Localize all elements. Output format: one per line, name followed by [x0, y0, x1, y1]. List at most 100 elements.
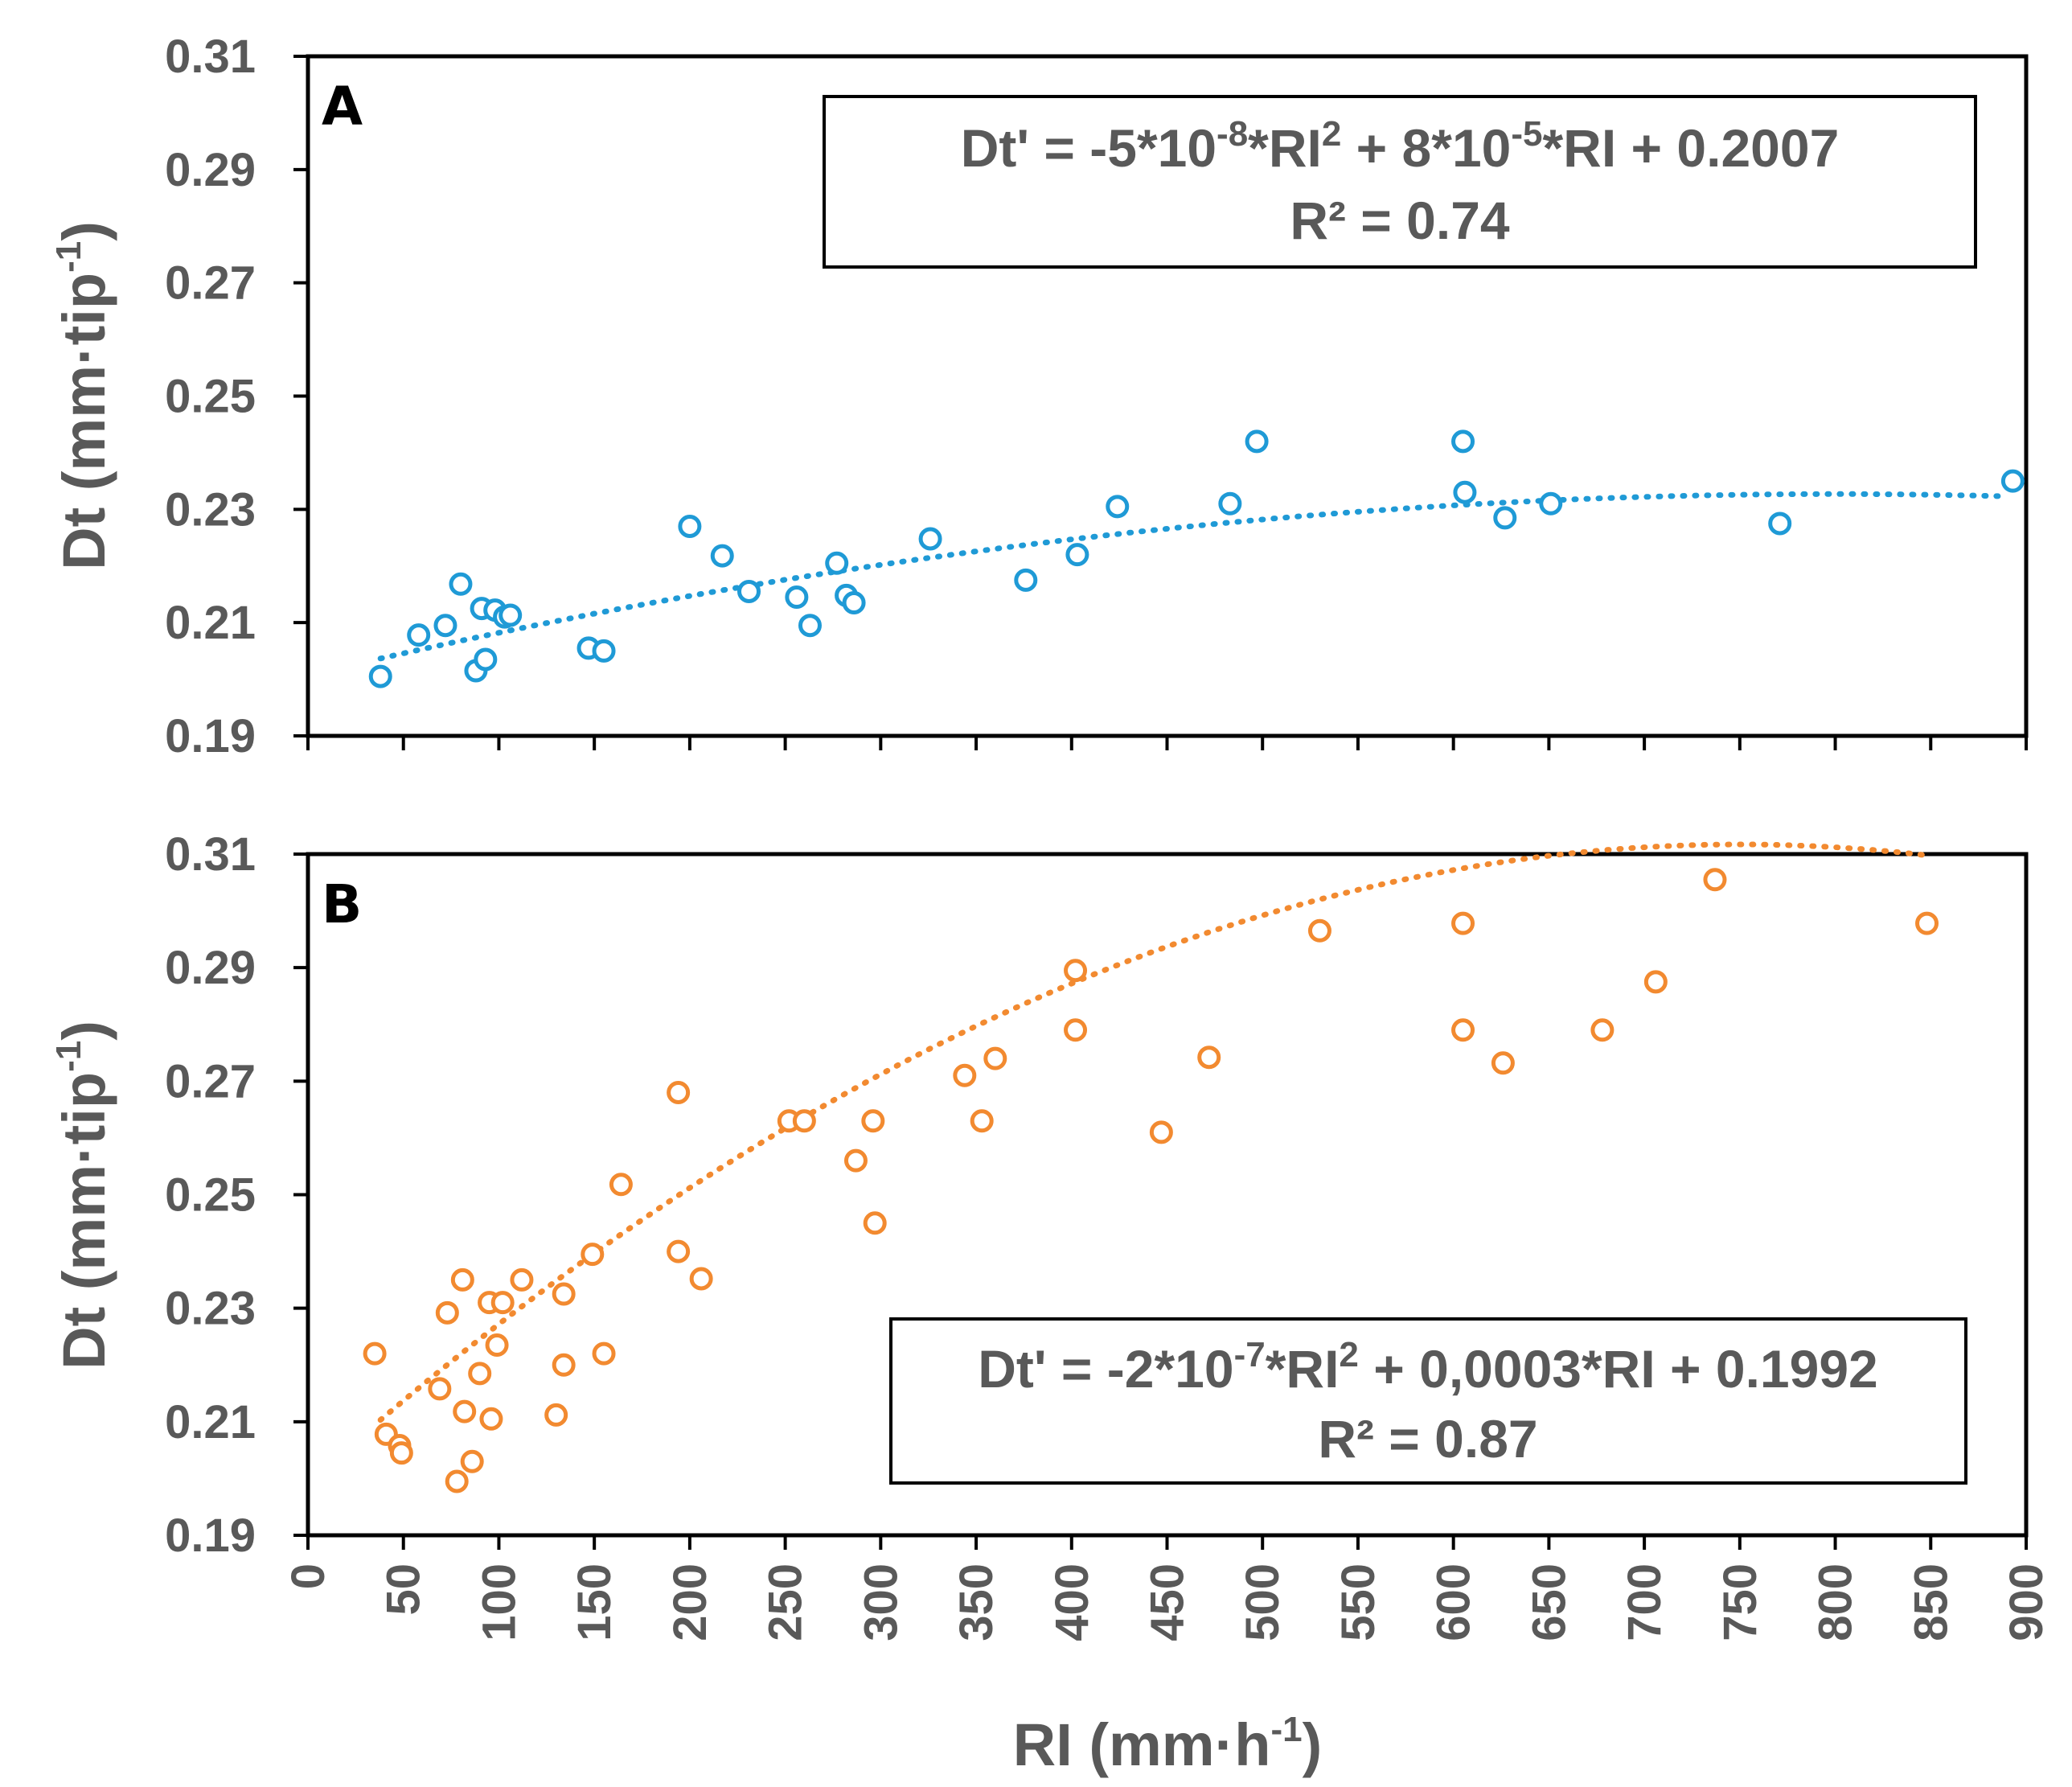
- panel-a-data-point: [2000, 469, 2025, 493]
- panel-a-y-tick-label: 0.23: [165, 483, 256, 536]
- panel-a-data-point: [736, 579, 761, 603]
- panel-a-marks: [293, 55, 2028, 750]
- panel-b-y-tick-label: 0.23: [165, 1283, 256, 1335]
- panel-b-data-point: [1590, 1018, 1615, 1042]
- panel-a-data-point: [1218, 491, 1242, 516]
- panel-a-data-point: [1065, 543, 1089, 567]
- panel-b-data-point: [389, 1441, 413, 1465]
- panel-b-x-tick-label: 600: [1428, 1563, 1480, 1641]
- panel-b-marks: [293, 841, 2028, 1550]
- panel-a-data-point: [499, 603, 523, 627]
- panel-b-r-squared: R² = 0.87: [1318, 1409, 1537, 1469]
- panel-b-y-tick-label: 0.27: [165, 1055, 256, 1107]
- panel-a-y-axis-title: Dt (mm·tip-1): [49, 221, 117, 570]
- panel-b-equation: Dt' = -2*10-7*RI2 + 0,0003*RI + 0.1992: [978, 1335, 1878, 1399]
- panel-b-x-tick-label: 300: [855, 1563, 907, 1641]
- panel-a-r-squared: R² = 0.74: [1290, 191, 1510, 250]
- panel-b-data-point: [1307, 918, 1331, 943]
- panel-b-x-tick-label: 250: [760, 1563, 812, 1641]
- panel-b-data-point: [490, 1291, 515, 1315]
- panel-b-equation-frame: [889, 1317, 1967, 1485]
- panel-b-x-ticks: 0 50 100 150 200 250 300 350 400 450 500…: [282, 1563, 2053, 1641]
- panel-a-data-point: [678, 514, 702, 538]
- panel-b-data-point: [363, 1341, 387, 1366]
- panel-b-data-point: [689, 1267, 713, 1291]
- panel-b-y-tick-label: 0.25: [165, 1169, 256, 1222]
- panel-a-data-point: [1014, 568, 1038, 592]
- panel-b-data-point: [970, 1109, 994, 1133]
- panel-b-x-tick-label: 650: [1523, 1563, 1575, 1641]
- panel-b-data-point: [1064, 1018, 1088, 1042]
- panel-b-data-point: [450, 1267, 474, 1292]
- panel-a-y-tick-label: 0.27: [165, 257, 256, 310]
- panel-a-data-point: [1493, 506, 1517, 530]
- panel-b-trend-line: [377, 841, 1930, 1423]
- panel-b-data-point: [953, 1063, 977, 1087]
- panel-a-data-point: [368, 664, 392, 688]
- panel-a-data-point: [842, 591, 866, 615]
- panel-b-data-point: [863, 1211, 887, 1235]
- panel-b-data-point: [479, 1407, 503, 1431]
- panel-a-data-point: [710, 544, 734, 568]
- panel-b-data-point: [453, 1399, 477, 1423]
- panel-a-data-point: [407, 623, 431, 647]
- panel-b-data-point: [609, 1173, 633, 1197]
- panel-a-trend-line: [377, 491, 2010, 662]
- panel-b-x-tick-label: 500: [1237, 1563, 1289, 1641]
- panel-b-x-tick-label: 750: [1714, 1563, 1766, 1641]
- panel-b-label: B: [322, 873, 362, 935]
- panel-a-data-point: [918, 527, 942, 551]
- panel-a-equation: Dt' = -5*10-8*RI2 + 8*10-5*RI + 0.2007: [961, 114, 1840, 178]
- panel-a-data-point: [1245, 429, 1269, 454]
- panel-a-y-tick-label: 0.19: [165, 710, 256, 762]
- panel-a-data-point: [825, 551, 849, 575]
- panel-b-data-point: [552, 1282, 576, 1306]
- panel-b-data-point: [485, 1333, 509, 1358]
- panel-b-data-point: [510, 1267, 534, 1292]
- panel-a-y-tick-label: 0.29: [165, 144, 256, 196]
- panel-b-data-point: [843, 1148, 868, 1173]
- panel-b-data-point: [544, 1403, 568, 1427]
- panel-b-y-tick-label: 0.21: [165, 1396, 256, 1448]
- panel-a-data-point: [474, 647, 498, 672]
- panel-b: B 0.19 0.21 0.23 0.25 0.27 0.29 0.31 0 5…: [49, 828, 2053, 1778]
- panel-b-data-point: [592, 1341, 616, 1366]
- panel-a: A 0.19 0.21 0.23 0.25 0.27 0.29 0.31 Dt …: [49, 31, 2029, 762]
- panel-b-data-point: [1703, 868, 1727, 892]
- panel-a-y-tick-label: 0.21: [165, 597, 256, 649]
- panel-b-x-tick-label: 900: [2000, 1563, 2053, 1641]
- panel-b-x-tick-label: 0: [282, 1563, 334, 1589]
- panel-a-data-point: [1539, 491, 1563, 516]
- panel-b-y-axis-title: Dt (mm·tip-1): [49, 1021, 117, 1370]
- panel-b-x-tick-label: 850: [1905, 1563, 1957, 1641]
- panel-b-data-point: [435, 1300, 459, 1325]
- panel-b-data-point: [1915, 911, 1939, 935]
- panel-a-data-point: [1453, 480, 1477, 504]
- panel-b-x-tick-label: 100: [473, 1563, 525, 1641]
- panel-b-x-tick-label: 50: [378, 1563, 430, 1616]
- panel-b-x-tick-label: 700: [1619, 1563, 1671, 1641]
- panel-b-data-point: [1451, 1018, 1475, 1042]
- panel-b-x-axis-title: RI (mm·h-1): [1013, 1710, 1322, 1778]
- panel-a-data-point: [785, 585, 809, 609]
- panel-b-data-point: [667, 1239, 691, 1263]
- panel-b-y-ticks: 0.19 0.21 0.23 0.25 0.27 0.29 0.31: [165, 828, 256, 1562]
- panel-a-equation-frame: [823, 95, 1977, 269]
- panel-b-x-tick-label: 150: [568, 1563, 621, 1641]
- panel-b-data-point: [428, 1377, 452, 1401]
- panel-b-x-tick-label: 400: [1046, 1563, 1098, 1641]
- panel-b-y-tick-label: 0.29: [165, 942, 256, 994]
- panel-b-x-tick-label: 350: [950, 1563, 1003, 1641]
- panel-b-data-point: [1197, 1045, 1221, 1070]
- panel-b-data-point: [1149, 1120, 1173, 1144]
- panel-a-y-tick-label: 0.25: [165, 371, 256, 423]
- panel-a-data-point: [592, 639, 616, 663]
- panel-b-y-tick-label: 0.31: [165, 828, 256, 881]
- panel-a-data-point: [798, 614, 822, 638]
- panel-b-data-point: [1064, 959, 1088, 983]
- panel-b-data-point: [1451, 911, 1475, 935]
- panel-b-data-point: [792, 1109, 816, 1133]
- panel-a-equation-box: Dt' = -5*10-8*RI2 + 8*10-5*RI + 0.2007 R…: [823, 95, 1977, 269]
- panel-a-data-point: [433, 614, 457, 638]
